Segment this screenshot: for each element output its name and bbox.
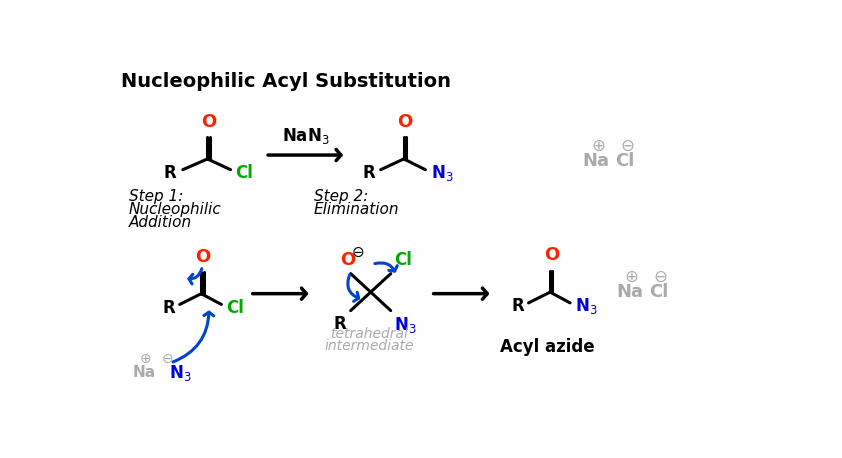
Text: O: O: [397, 113, 413, 131]
Text: R: R: [163, 299, 175, 316]
Text: N$_3$: N$_3$: [575, 296, 597, 316]
Text: NaN$_3$: NaN$_3$: [282, 126, 330, 146]
Text: Step 2:: Step 2:: [314, 189, 368, 204]
Text: R: R: [511, 297, 524, 315]
Text: intermediate: intermediate: [324, 339, 414, 353]
Text: ⊖: ⊖: [162, 352, 173, 366]
Text: R: R: [363, 164, 376, 182]
Text: Elimination: Elimination: [314, 202, 399, 218]
Text: Cl: Cl: [235, 164, 253, 182]
Text: Cl: Cl: [226, 299, 244, 316]
Text: R: R: [164, 164, 177, 182]
Text: N$_3$: N$_3$: [394, 315, 416, 335]
Text: Nucleophilic: Nucleophilic: [129, 202, 221, 218]
Text: O: O: [201, 113, 216, 131]
Text: Step 1:: Step 1:: [129, 189, 184, 204]
Text: ⊕: ⊕: [592, 137, 605, 155]
Text: O: O: [544, 246, 559, 264]
Text: Na: Na: [583, 152, 610, 170]
Text: ⊕: ⊕: [140, 352, 152, 366]
Text: N$_3$: N$_3$: [169, 363, 191, 383]
Text: ⊕: ⊕: [624, 268, 638, 286]
Text: O: O: [195, 248, 210, 266]
Text: Cl: Cl: [649, 283, 669, 301]
Text: ⊖: ⊖: [653, 268, 667, 286]
Text: R: R: [333, 315, 346, 333]
Text: O: O: [340, 251, 355, 269]
Text: Cl: Cl: [394, 251, 412, 269]
Text: Addition: Addition: [129, 215, 192, 230]
Text: N$_3$: N$_3$: [431, 163, 453, 183]
Text: ⊖: ⊖: [621, 137, 634, 155]
Text: Na: Na: [133, 365, 156, 381]
Text: Nucleophilic Acyl Substitution: Nucleophilic Acyl Substitution: [121, 72, 451, 91]
Text: ⊖: ⊖: [352, 245, 365, 260]
Text: Na: Na: [616, 283, 643, 301]
Text: tetrahedral: tetrahedral: [330, 327, 408, 341]
Text: Cl: Cl: [616, 152, 635, 170]
Text: Acyl azide: Acyl azide: [500, 338, 595, 356]
